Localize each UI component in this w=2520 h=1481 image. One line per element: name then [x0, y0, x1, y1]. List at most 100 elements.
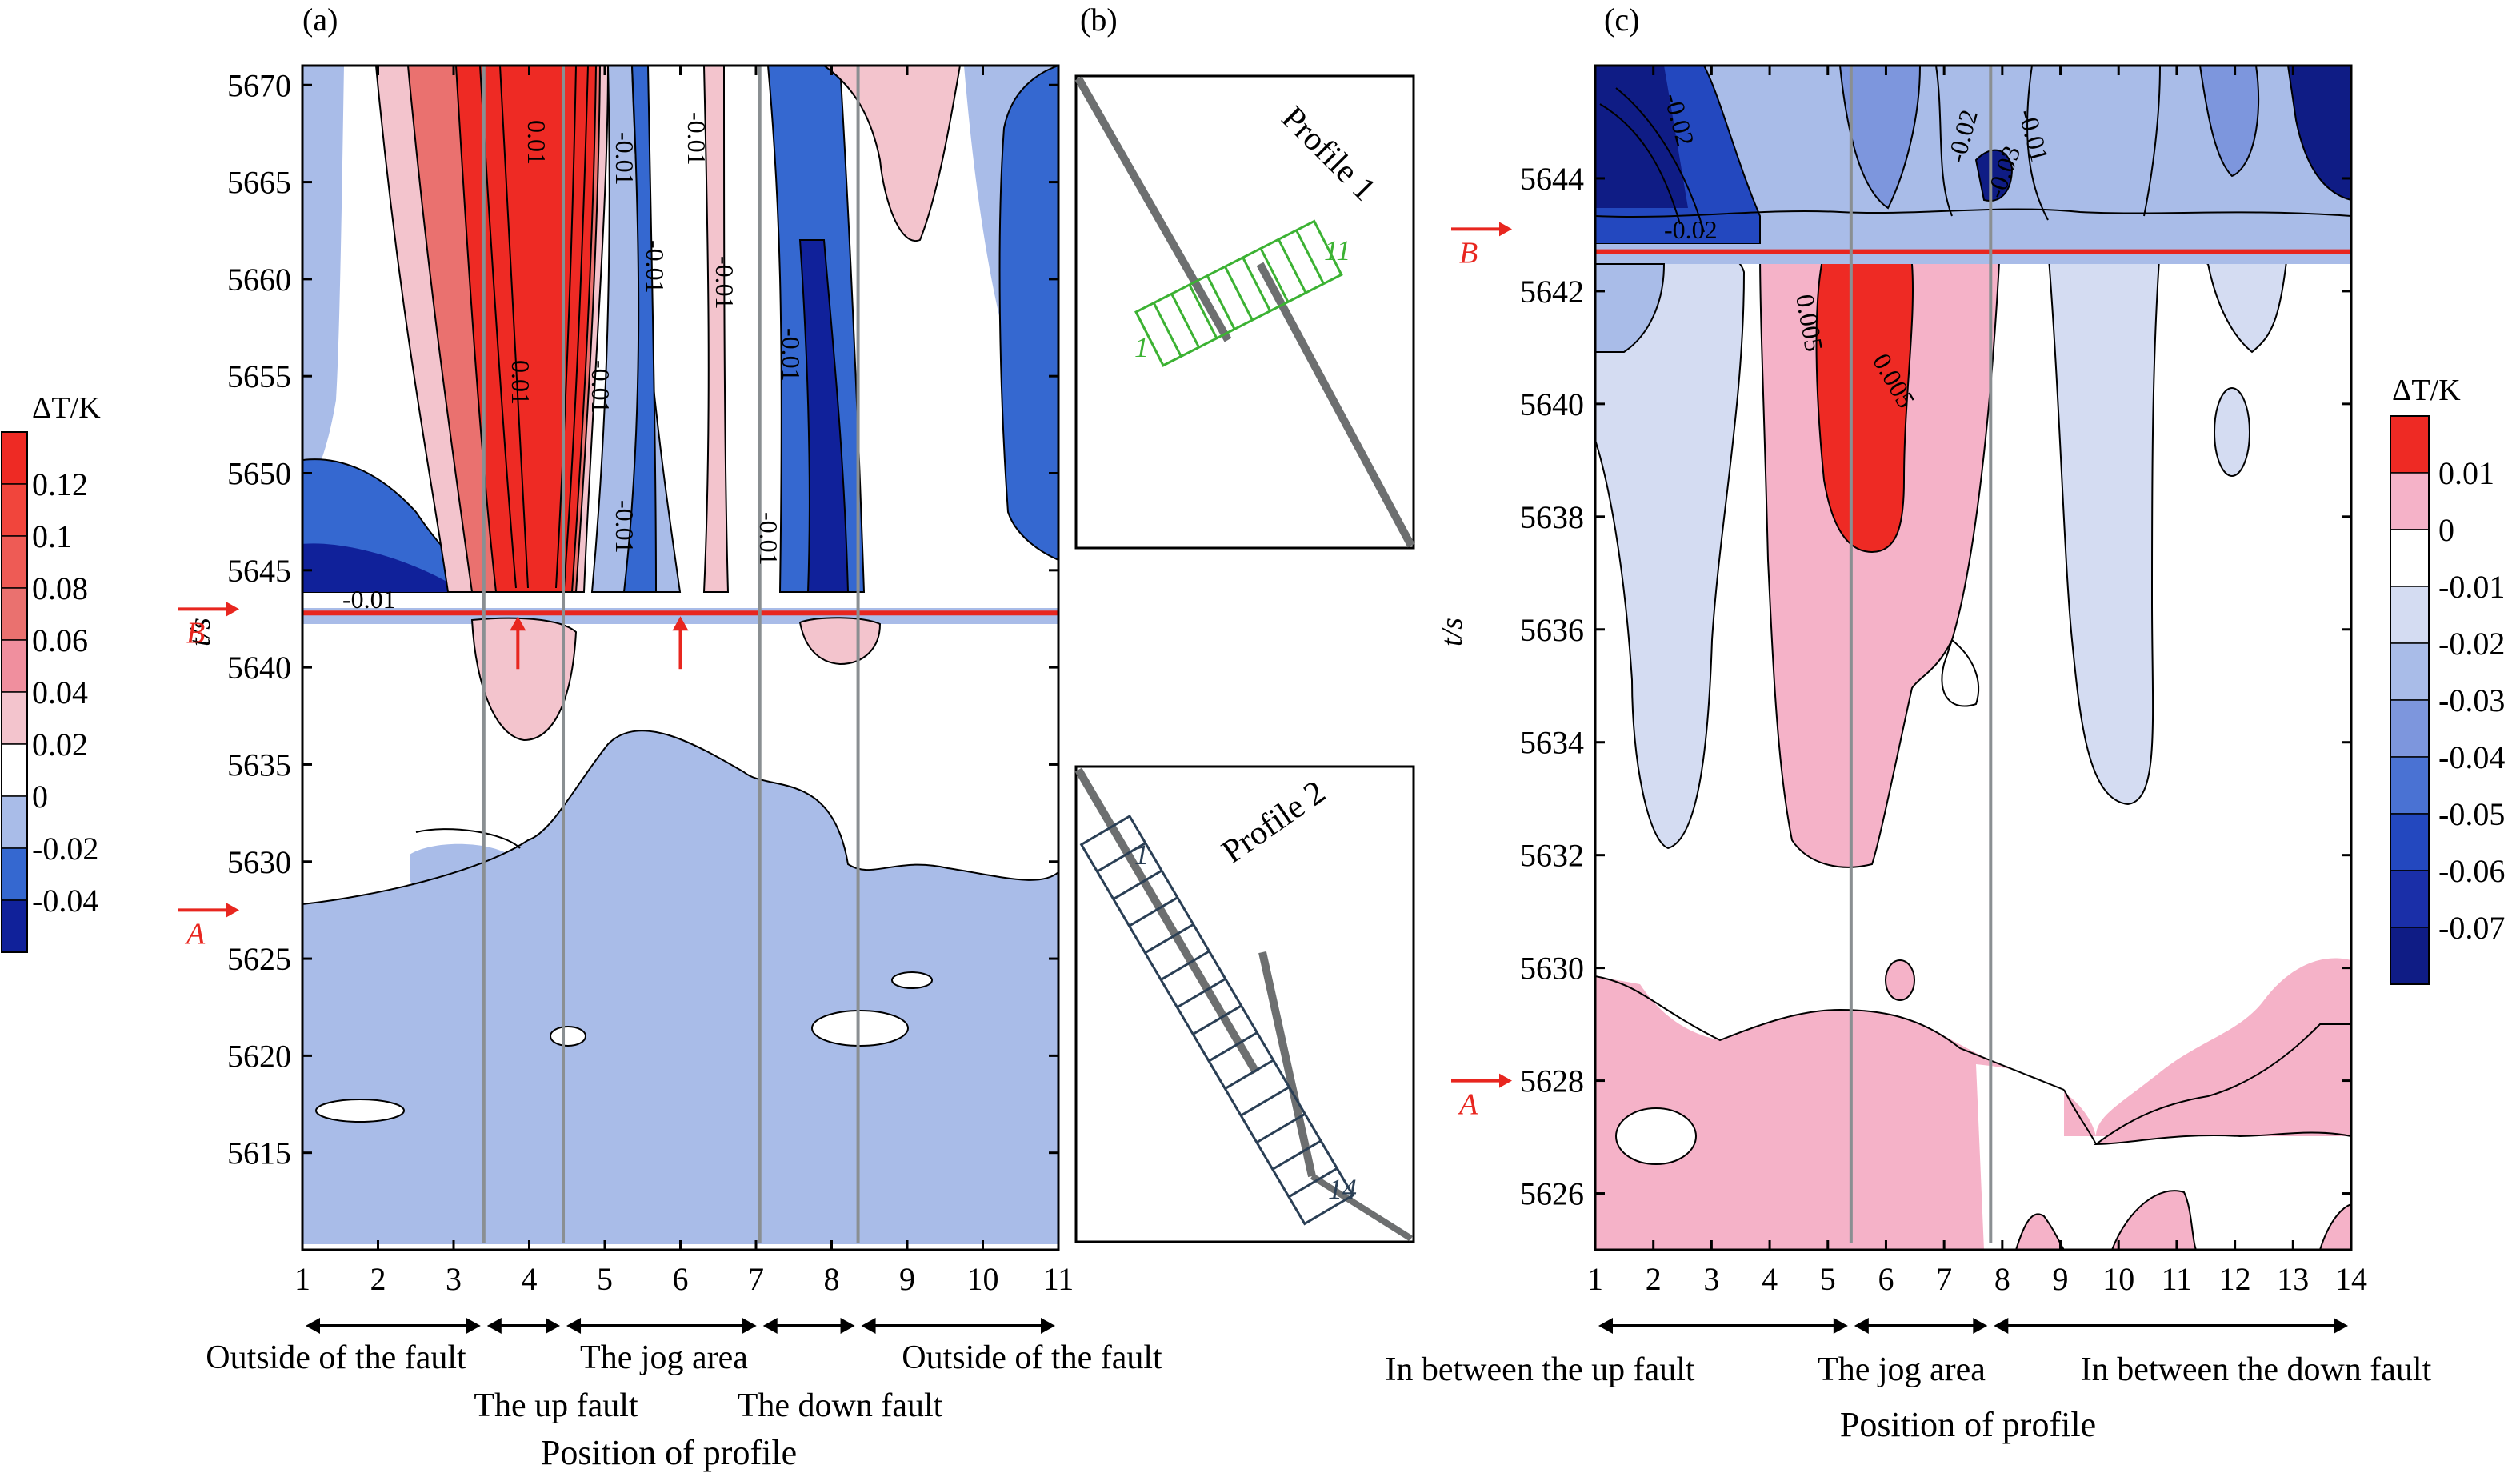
panel-a-white-spot-1 — [811, 1010, 909, 1047]
colorbar-swatch — [1, 431, 28, 485]
fault-line-profile2-c — [1310, 1173, 1414, 1242]
panel-c: (c) — [1385, 2, 2505, 1444]
region-label: Outside of the fault — [206, 1339, 466, 1376]
colorbar-level-label: -0.03 — [2438, 682, 2505, 718]
bracket-arrow-left — [1854, 1318, 1869, 1334]
colorbar-swatch — [1, 639, 28, 693]
panel-a-plume-core — [454, 66, 598, 593]
panel-a-pink-right — [822, 66, 962, 242]
profile-2-inset: Profile 2 1 14 — [1074, 765, 1415, 1243]
bracket-arrow-right — [466, 1318, 481, 1334]
panel-c-label: (c) — [1604, 2, 1639, 38]
y-tick-label: 5642 — [1520, 274, 1584, 310]
panel-c-pink-bottom-1 — [2110, 1190, 2198, 1250]
profile-2-end: 14 — [1328, 1173, 1357, 1205]
contour-label: -0.01 — [610, 500, 639, 554]
colorbar-swatch — [2390, 586, 2430, 644]
y-tick-label: 5628 — [1520, 1063, 1584, 1099]
colorbar-swatch — [2390, 699, 2430, 758]
bracket-arrow-left — [861, 1318, 876, 1334]
contour-label: -0.01 — [754, 512, 783, 566]
marker-arrowhead — [226, 903, 239, 918]
bracket-arrow-left — [1598, 1318, 1613, 1334]
panel-c-ylabel: t/s — [1435, 618, 1469, 646]
y-tick-label: 5626 — [1520, 1176, 1584, 1212]
region-label: The down fault — [738, 1387, 943, 1424]
x-tick-label: 11 — [1043, 1261, 1074, 1297]
panel-a-white-spot-4 — [891, 971, 933, 989]
x-tick-label: 3 — [446, 1261, 462, 1297]
profile-1-frame — [1074, 74, 1415, 550]
bracket-arrow-right — [2334, 1318, 2348, 1334]
panel-c-region-labels: In between the up fault The jog area In … — [1385, 1351, 2431, 1388]
colorbar-level-label: 0 — [2438, 512, 2454, 548]
profile-1-box — [1134, 219, 1343, 367]
colorbar-level-label: -0.04 — [32, 883, 98, 919]
x-tick-label: 5 — [1820, 1261, 1836, 1297]
panel-a-ticks: 1 2 3 4 5 6 7 8 9 10 11 5615 5620 5625 5630 5635 5640 564… — [227, 66, 1074, 1297]
colorbar-swatch — [2390, 415, 2430, 474]
panel-c-frame — [1594, 64, 2353, 1251]
bracket-arrow-right — [546, 1318, 561, 1334]
y-tick-label: 5670 — [227, 67, 291, 103]
panel-c-lightblue-top-left — [1595, 263, 1666, 353]
colorbar-frame — [2390, 415, 2430, 985]
contour-label: -0.01 — [342, 585, 396, 614]
bracket-arrow-left — [566, 1318, 582, 1334]
x-tick-label: 8 — [824, 1261, 840, 1297]
y-tick-label: 5644 — [1520, 161, 1584, 197]
colorbar-swatch — [2390, 870, 2430, 928]
panel-c-field — [1595, 66, 2351, 1250]
panel-b-label: (b) — [1080, 2, 1118, 38]
panel-c-lightblue-left — [1595, 246, 1746, 850]
panel-a-white-spot-2 — [315, 1099, 405, 1123]
x-tick-label: 12 — [2219, 1261, 2251, 1297]
x-tick-label: 10 — [2102, 1261, 2134, 1297]
region-label: In between the up fault — [1385, 1351, 1695, 1388]
colorbar-swatch — [2390, 529, 2430, 587]
colorbar-frame — [1, 431, 28, 953]
bracket-arrow-right — [840, 1318, 855, 1334]
y-tick-label: 5634 — [1520, 725, 1584, 761]
colorbar-swatch — [1, 795, 28, 849]
panel-a-markers: BA — [178, 602, 239, 951]
colorbar-swatch — [1, 483, 28, 537]
bracket-arrow-right — [1041, 1318, 1055, 1334]
x-tick-label: 14 — [2335, 1261, 2367, 1297]
panel-a: (a) — [1, 2, 1162, 1472]
y-tick-label: 5635 — [227, 747, 291, 783]
y-tick-label: 5660 — [227, 262, 291, 298]
x-tick-label: 6 — [1878, 1261, 1894, 1297]
y-tick-label: 5655 — [227, 358, 291, 394]
colorbar-a-title: ΔT/K — [32, 391, 101, 425]
panel-c-pink-lower-right — [2093, 1023, 2351, 1146]
bracket-arrow-left — [306, 1318, 320, 1334]
marker-arrowhead — [226, 602, 239, 617]
profile-2-box — [1079, 814, 1355, 1226]
y-tick-label: 5630 — [227, 844, 291, 880]
colorbar-level-label: 0.06 — [32, 622, 88, 658]
panel-a-ylabel: t/s — [183, 618, 217, 646]
up-arrowhead — [672, 616, 689, 631]
colorbar-level-label: 0.1 — [32, 518, 72, 554]
x-tick-label: 10 — [967, 1261, 999, 1297]
x-tick-label: 11 — [2162, 1261, 2193, 1297]
panel-a-region-brackets — [306, 1318, 1055, 1334]
colorbar-level-label: -0.04 — [2438, 739, 2505, 775]
panel-c-lightblue-blob — [2214, 387, 2250, 477]
panel-c-white-notch — [1941, 638, 1980, 707]
x-tick-label: 1 — [294, 1261, 310, 1297]
x-tick-label: 4 — [522, 1261, 538, 1297]
bracket-arrow-right — [742, 1318, 757, 1334]
colorbar-swatch — [1, 743, 28, 797]
colorbar-c: 0.01 0 -0.01 -0.02 -0.03 -0.04 -0.05 -0.06 -0.07 — [2390, 415, 2505, 985]
panel-a-up-arrows — [510, 616, 689, 670]
x-tick-label: 8 — [1994, 1261, 2010, 1297]
x-tick-label: 2 — [370, 1261, 386, 1297]
y-tick-label: 5638 — [1520, 499, 1584, 535]
x-tick-label: 3 — [1703, 1261, 1719, 1297]
colorbar-level-label: 0 — [32, 779, 48, 815]
profile-1-start: 1 — [1134, 331, 1149, 363]
panel-a-lower-contours — [302, 730, 1058, 905]
